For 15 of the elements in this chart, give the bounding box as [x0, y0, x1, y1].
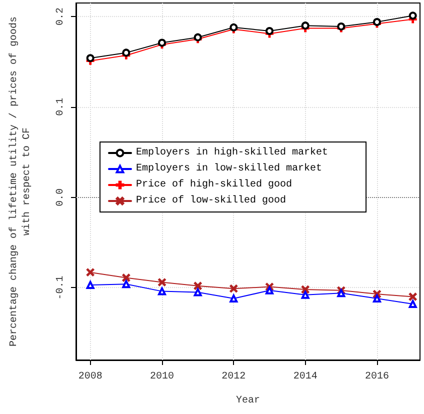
y-axis-title: Percentage change of lifetime utility / prices of goods with respect to CF: [8, 16, 33, 347]
x-tick-label: 2010: [150, 372, 174, 382]
legend-label: Employers in low-skilled market: [136, 162, 322, 174]
x-tick-label: 2016: [364, 372, 390, 382]
y-tick-label: 0.1: [56, 98, 66, 116]
y-tick-label: -0.1: [56, 276, 66, 300]
legend-label: Employers in high-skilled market: [136, 146, 328, 158]
y-tick-label: 0.0: [56, 188, 66, 206]
x-tick-label: 2012: [222, 372, 246, 382]
x-tick-label: 2008: [78, 372, 102, 382]
x-axis-title: Year: [236, 396, 260, 406]
legend-label: Price of low-skilled good: [136, 194, 286, 206]
x-tick-label: 2014: [293, 372, 318, 382]
legend-label: Price of high-skilled good: [136, 178, 292, 190]
y-tick-label: 0.2: [56, 8, 66, 26]
